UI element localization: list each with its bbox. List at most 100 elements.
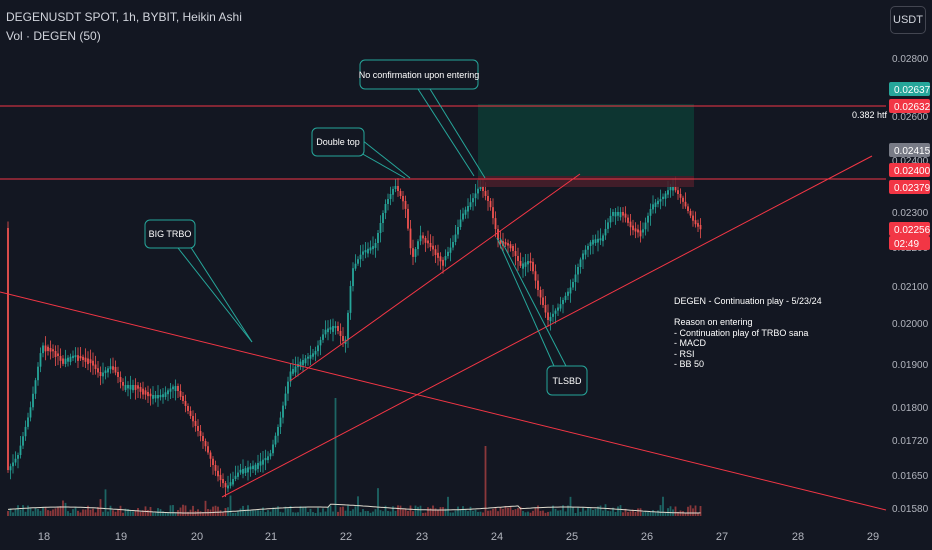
volume-bar xyxy=(9,508,12,516)
candle xyxy=(392,186,394,202)
candle xyxy=(89,349,92,373)
volume-bar xyxy=(37,509,39,516)
volume-bar xyxy=(577,507,579,516)
volume-bar xyxy=(657,510,659,516)
volume-bar xyxy=(604,504,607,516)
candle xyxy=(119,371,122,389)
candle xyxy=(574,264,577,291)
candle xyxy=(497,225,499,248)
candle xyxy=(544,296,547,318)
candle xyxy=(387,193,389,211)
candle xyxy=(179,384,182,400)
candle xyxy=(67,355,69,367)
volume-bar xyxy=(139,511,142,516)
candle xyxy=(617,206,619,221)
candle xyxy=(289,363,292,387)
candle xyxy=(27,412,29,430)
candle xyxy=(189,406,192,419)
volume-bar xyxy=(389,511,392,516)
candle xyxy=(409,220,412,255)
candle xyxy=(129,375,132,400)
volume-bar xyxy=(74,507,77,516)
volume-bar xyxy=(134,510,137,516)
volume-bar xyxy=(264,512,267,516)
volume-bar xyxy=(257,510,259,516)
volume-bar xyxy=(484,446,487,516)
candle xyxy=(62,355,64,367)
candle xyxy=(432,236,434,257)
volume-bar xyxy=(547,511,549,516)
volume-bar xyxy=(694,505,697,516)
candle xyxy=(662,193,664,206)
candle xyxy=(239,463,242,475)
time-tick-label: 20 xyxy=(191,531,203,543)
currency-button[interactable]: USDT xyxy=(890,6,926,34)
volume-indicator-label[interactable]: Vol · DEGEN (50) xyxy=(6,29,101,43)
candle xyxy=(429,234,432,252)
candle xyxy=(527,253,529,273)
volume-bar xyxy=(579,511,582,516)
callout-double-top-text: Double top xyxy=(316,137,360,147)
volume-bar xyxy=(497,511,499,516)
candle xyxy=(69,353,72,366)
volume-bar xyxy=(394,510,397,516)
candle xyxy=(319,336,322,356)
volume-bar xyxy=(534,507,537,516)
candle xyxy=(127,381,129,397)
volume-bar xyxy=(489,510,492,516)
volume-bar xyxy=(212,506,214,516)
candle xyxy=(124,376,127,393)
volume-bar xyxy=(614,511,617,516)
volume-bar xyxy=(52,509,54,516)
volume-bar xyxy=(94,512,97,516)
candle xyxy=(664,190,667,207)
candle xyxy=(272,439,274,457)
candle xyxy=(107,366,109,378)
time-axis[interactable]: 18 19 20 21 22 23 24 25 26 27 28 29 xyxy=(38,531,879,543)
candle xyxy=(649,203,652,226)
volume-bar xyxy=(27,505,29,516)
candle xyxy=(24,420,27,441)
candle xyxy=(282,401,284,424)
price-badge: 0.02637 xyxy=(889,82,931,96)
candle xyxy=(587,243,589,258)
volume-bar xyxy=(459,509,462,516)
candle xyxy=(367,242,369,258)
volume-bar xyxy=(544,512,547,516)
candle xyxy=(417,239,419,256)
volume-bar xyxy=(232,512,234,516)
candle xyxy=(337,321,339,335)
candle xyxy=(522,257,524,278)
volume-bar xyxy=(572,506,574,516)
volume-bar xyxy=(692,508,694,516)
candle xyxy=(699,218,702,239)
candle xyxy=(64,349,67,368)
candle xyxy=(507,239,509,254)
volume-bar xyxy=(304,506,307,516)
candle xyxy=(599,228,602,246)
volume-bar xyxy=(664,512,667,516)
volume-bar xyxy=(347,505,349,516)
volume-bar xyxy=(239,508,242,516)
callout-double-top xyxy=(311,127,365,157)
volume-bar xyxy=(19,509,22,516)
candle xyxy=(187,403,189,415)
candle xyxy=(164,386,167,400)
candle xyxy=(377,230,379,251)
volume-bar xyxy=(509,506,512,516)
time-tick-label: 23 xyxy=(416,531,428,543)
candle xyxy=(612,209,614,222)
candle xyxy=(564,292,567,303)
volume-bar xyxy=(164,512,167,516)
candle xyxy=(604,219,607,240)
candle xyxy=(424,235,427,252)
volume-bar xyxy=(434,508,437,516)
volume-bar xyxy=(337,511,339,516)
candle xyxy=(632,219,634,236)
candle xyxy=(514,243,517,266)
candle xyxy=(212,456,214,475)
volume-bar xyxy=(654,512,657,516)
price-tick-label: 0.02600 xyxy=(892,112,929,123)
candle xyxy=(174,379,177,401)
